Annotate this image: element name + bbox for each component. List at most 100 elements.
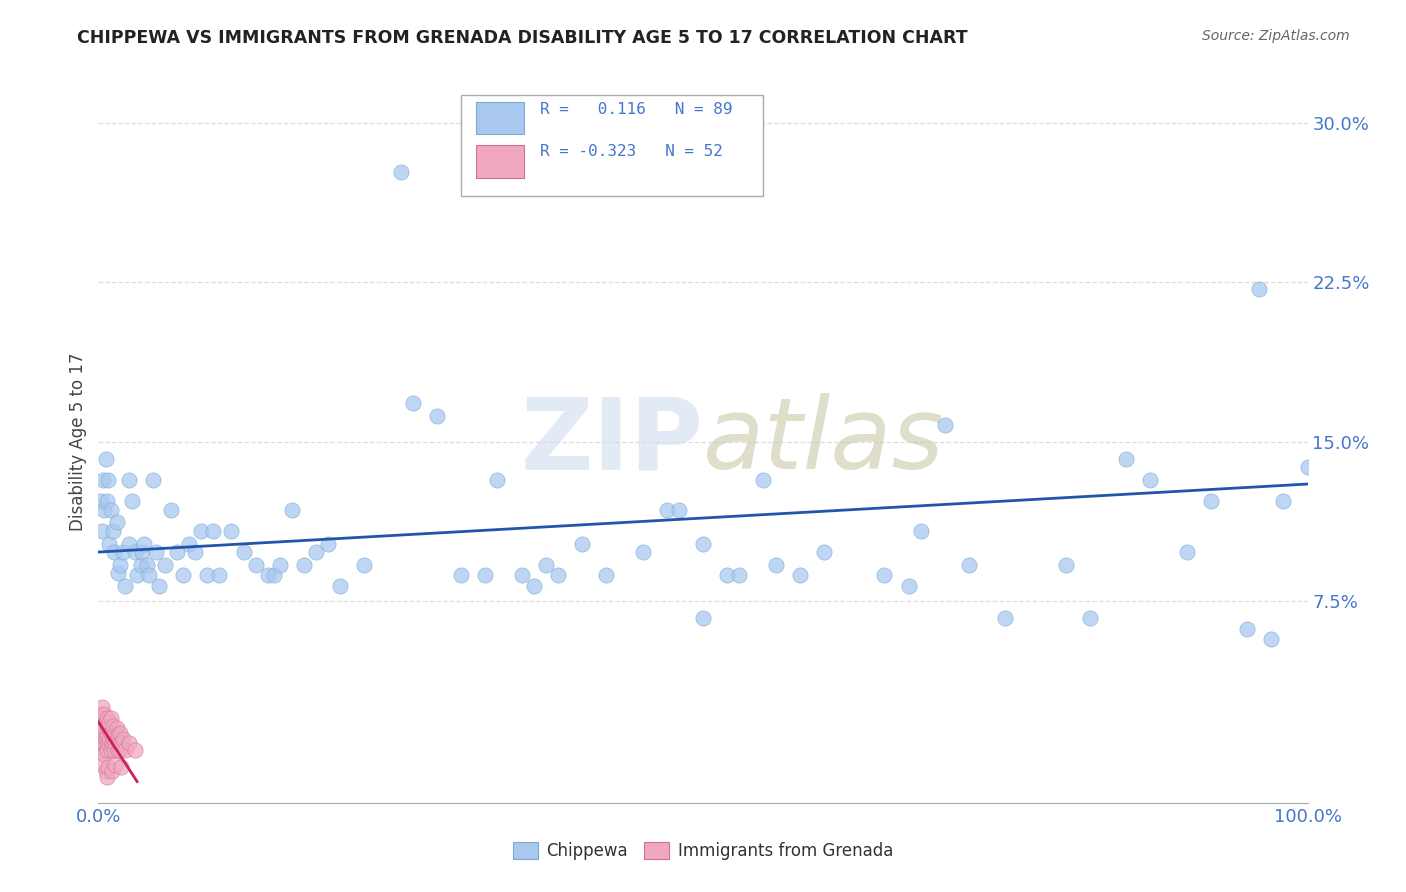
Point (93, 736, 115, 750)
Point (534, 558, 557, 572)
Point (994, 611, 1017, 625)
Point (172, 568, 194, 582)
Point (104, 736, 127, 750)
FancyBboxPatch shape (475, 102, 524, 135)
Point (91, 742, 114, 756)
Point (129, 558, 152, 572)
Point (232, 545, 254, 559)
Legend: Chippewa, Immigrants from Grenada: Chippewa, Immigrants from Grenada (506, 835, 900, 867)
Point (450, 568, 472, 582)
Point (813, 545, 835, 559)
FancyBboxPatch shape (461, 95, 763, 196)
Point (474, 568, 496, 582)
Point (101, 719, 124, 733)
Point (655, 502, 678, 516)
Point (90, 736, 112, 750)
Point (148, 579, 170, 593)
Point (108, 558, 131, 572)
Point (353, 558, 375, 572)
Point (1272, 494, 1295, 508)
Point (100, 736, 122, 750)
Point (245, 558, 267, 572)
Point (105, 732, 128, 747)
Point (873, 568, 896, 582)
FancyBboxPatch shape (475, 145, 524, 178)
Point (108, 736, 131, 750)
Point (1296, 460, 1319, 475)
Point (94, 714, 117, 729)
Point (90, 494, 112, 508)
Text: R = -0.323   N = 52: R = -0.323 N = 52 (540, 144, 723, 159)
Point (131, 545, 153, 559)
Point (100, 742, 122, 756)
Point (89, 714, 111, 729)
Point (281, 502, 304, 516)
Point (110, 736, 132, 750)
Point (934, 417, 956, 432)
Point (100, 502, 122, 516)
Point (221, 524, 243, 538)
Point (118, 536, 141, 550)
Point (114, 742, 136, 756)
Point (305, 545, 328, 559)
Point (93, 502, 115, 516)
Text: atlas: atlas (703, 393, 945, 490)
Point (145, 545, 167, 559)
Point (692, 536, 714, 550)
Point (91, 473, 114, 487)
Point (98, 732, 121, 747)
Point (127, 568, 149, 582)
Point (101, 524, 124, 538)
Point (184, 545, 207, 559)
Point (96, 770, 118, 784)
Point (269, 558, 291, 572)
Point (153, 558, 176, 572)
Point (692, 611, 714, 625)
Point (100, 711, 122, 725)
Point (93, 706, 115, 721)
Point (668, 502, 690, 516)
Point (1054, 558, 1077, 572)
Point (97, 736, 120, 750)
Point (402, 396, 425, 410)
Point (96, 742, 118, 756)
Point (1175, 545, 1198, 559)
Point (118, 473, 141, 487)
Point (1139, 473, 1161, 487)
Point (91, 700, 114, 714)
Point (114, 579, 136, 593)
Point (166, 545, 188, 559)
Point (329, 579, 352, 593)
Y-axis label: Disability Age 5 to 17: Disability Age 5 to 17 (69, 352, 87, 531)
Point (426, 409, 449, 423)
Point (190, 524, 212, 538)
Point (124, 545, 146, 559)
Point (124, 742, 146, 756)
Point (105, 516, 128, 530)
Point (91, 757, 114, 772)
Point (765, 558, 787, 572)
Point (100, 764, 122, 778)
Point (789, 568, 811, 582)
Point (631, 545, 654, 559)
Point (1199, 494, 1222, 508)
Point (96, 711, 118, 725)
Point (89, 728, 111, 742)
Point (510, 568, 533, 582)
Point (595, 568, 617, 582)
Point (1078, 611, 1101, 625)
Point (1236, 622, 1258, 636)
Point (486, 473, 509, 487)
Point (93, 747, 115, 761)
Point (195, 568, 218, 582)
Point (91, 732, 114, 747)
Point (135, 558, 157, 572)
Point (1260, 632, 1282, 647)
Point (94, 451, 117, 466)
Point (94, 732, 117, 747)
Point (97, 473, 120, 487)
Point (1115, 451, 1137, 466)
Point (110, 760, 132, 774)
Point (316, 536, 339, 550)
Point (716, 568, 738, 582)
